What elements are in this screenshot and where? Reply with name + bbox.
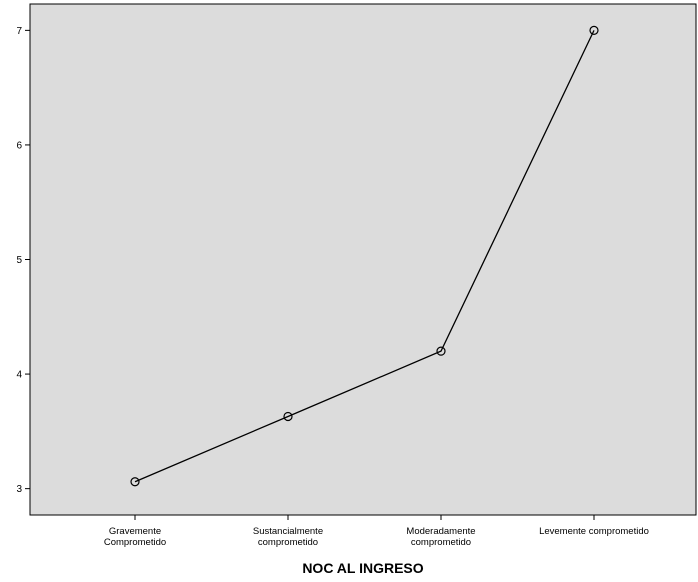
x-tick-label: Sustancialmente comprometido — [253, 526, 323, 548]
x-tick-label-line: comprometido — [258, 537, 318, 548]
x-tick-label-line: Gravemente — [109, 526, 161, 537]
x-tick-label-line: Comprometido — [104, 537, 166, 548]
x-tick-label-line: Moderadamente — [406, 526, 475, 537]
data-point — [283, 411, 293, 422]
plot-area — [29, 3, 697, 516]
data-point — [436, 346, 446, 356]
y-tick-label: 3 — [16, 484, 22, 495]
x-axis-title: NOC AL INGRESO — [302, 560, 423, 576]
y-tick-label: 5 — [16, 255, 22, 266]
y-axis: 3 4 5 6 7 — [16, 26, 30, 495]
data-series — [130, 25, 599, 487]
y-tick-label: 7 — [16, 26, 22, 37]
series-line — [134, 30, 595, 483]
y-tick-label: 4 — [16, 370, 22, 381]
x-tick-label: Moderadamente comprometido — [406, 526, 475, 548]
y-tick-label: 6 — [16, 140, 22, 151]
x-tick-label-line: Sustancialmente — [253, 526, 323, 537]
x-tick-label: Gravemente Comprometido — [104, 526, 166, 548]
x-tick-label: Levemente comprometido — [539, 526, 649, 537]
x-tick-label-line: comprometido — [411, 537, 471, 548]
data-point — [130, 477, 140, 487]
x-tick-label-line: Levemente comprometido — [539, 526, 649, 537]
data-point — [589, 25, 599, 35]
